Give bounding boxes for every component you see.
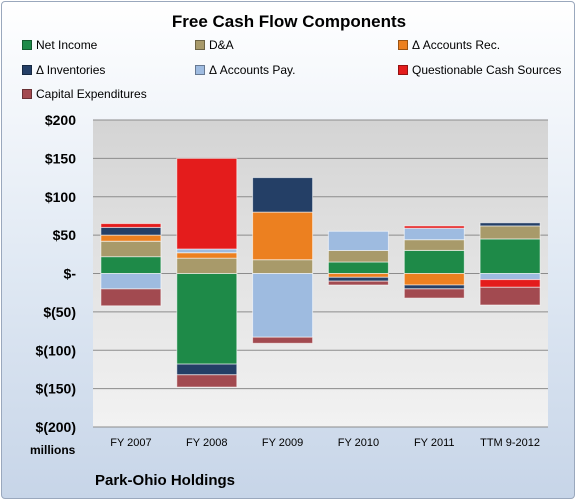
bar-delta-inventories-fy-2011	[403, 284, 465, 290]
legend-swatch	[398, 40, 408, 50]
bar-delta-inventories-fy-2007	[100, 226, 162, 236]
bar-danda-fy-2010	[327, 250, 389, 263]
legend-swatch	[398, 65, 408, 75]
legend-label: Capital Expenditures	[36, 87, 147, 101]
bar-danda-fy-2009	[252, 259, 314, 275]
bar-delta-inventories-fy-2008	[176, 363, 238, 376]
x-tick-label: FY 2008	[186, 437, 227, 449]
chart-title: Free Cash Flow Components	[171, 12, 407, 31]
legend-swatch	[22, 65, 32, 75]
legend-label: Net Income	[36, 38, 98, 52]
bar-delta-accounts-rec-fy-2008	[176, 252, 238, 259]
bar-capital-expenditures-fy-2008	[176, 374, 238, 388]
bar-danda-fy-2011	[403, 239, 465, 251]
y-tick-label: $(150)	[36, 381, 76, 397]
bar-questionable-cash-sources-ttm-9-2012	[479, 279, 541, 288]
bar-delta-accounts-rec-fy-2007	[100, 234, 162, 242]
bar-delta-accounts-pay-fy-2011	[403, 227, 465, 241]
bar-delta-accounts-pay-fy-2007	[100, 273, 162, 290]
x-tick-label: FY 2007	[110, 437, 151, 449]
y-axis-units-label: millions	[30, 443, 76, 457]
bar-delta-inventories-fy-2009	[252, 177, 314, 213]
x-tick-label: FY 2011	[414, 437, 455, 449]
legend-label: D&A	[209, 38, 234, 52]
bar-delta-accounts-pay-ttm-9-2012	[479, 273, 541, 281]
legend-label: Δ Accounts Rec.	[412, 38, 501, 52]
bar-questionable-cash-sources-fy-2007	[100, 223, 162, 228]
y-tick-label: $200	[45, 112, 76, 128]
legend-item-delta-accounts-pay: Δ Accounts Pay.	[195, 63, 296, 77]
y-tick-label: $(200)	[36, 419, 76, 435]
x-tick-label: TTM 9-2012	[480, 437, 540, 449]
bar-questionable-cash-sources-fy-2008	[176, 157, 238, 250]
x-tick-label: FY 2009	[262, 437, 303, 449]
y-tick-label: $150	[45, 150, 76, 166]
legend-label: Questionable Cash Sources	[412, 63, 562, 77]
bar-danda-ttm-9-2012	[479, 225, 541, 240]
legend-swatch	[22, 40, 32, 50]
legend-item-net-income: Net Income	[22, 38, 97, 52]
bar-danda-fy-2008	[176, 257, 238, 275]
bar-delta-accounts-rec-fy-2009	[252, 211, 314, 261]
legend-item-danda: D&A	[195, 38, 234, 52]
legend-label: Δ Inventories	[36, 63, 106, 77]
y-tick-label: $100	[45, 189, 76, 205]
bar-delta-inventories-fy-2010	[327, 276, 389, 282]
bar-delta-accounts-pay-fy-2009	[252, 273, 314, 338]
legend-item-capital-expenditures: Capital Expenditures	[22, 87, 147, 101]
bar-delta-accounts-pay-fy-2010	[327, 230, 389, 252]
bar-questionable-cash-sources-fy-2011	[403, 225, 465, 229]
legend-item-delta-accounts-rec: Δ Accounts Rec.	[398, 38, 500, 52]
y-tick-label: $(100)	[36, 342, 76, 358]
y-tick-label: $(50)	[43, 304, 76, 320]
bar-net-income-fy-2007	[100, 256, 162, 275]
legend-swatch	[195, 40, 205, 50]
bar-capital-expenditures-fy-2010	[327, 280, 389, 286]
bar-capital-expenditures-fy-2009	[252, 336, 314, 344]
bar-delta-inventories-ttm-9-2012	[479, 222, 541, 227]
bar-delta-accounts-rec-fy-2010	[327, 273, 389, 278]
y-tick-label: $50	[53, 227, 77, 243]
x-tick-label: FY 2010	[338, 437, 379, 449]
bar-capital-expenditures-fy-2007	[100, 288, 162, 307]
company-name: Park-Ohio Holdings	[95, 472, 236, 489]
bar-capital-expenditures-fy-2011	[403, 288, 465, 299]
bar-net-income-ttm-9-2012	[479, 238, 541, 274]
y-tick-label: $-	[64, 266, 77, 282]
bar-capital-expenditures-ttm-9-2012	[479, 286, 541, 306]
bar-net-income-fy-2011	[403, 250, 465, 274]
legend-label: Δ Accounts Pay.	[209, 63, 296, 77]
bar-danda-fy-2007	[100, 240, 162, 258]
bar-net-income-fy-2010	[327, 261, 389, 274]
bar-net-income-fy-2008	[176, 273, 238, 365]
legend-swatch	[22, 89, 32, 99]
bar-delta-accounts-rec-fy-2011	[403, 273, 465, 286]
legend-item-questionable-cash-sources: Questionable Cash Sources	[398, 63, 561, 77]
legend-swatch	[195, 65, 205, 75]
legend-item-delta-inventories: Δ Inventories	[22, 63, 105, 77]
